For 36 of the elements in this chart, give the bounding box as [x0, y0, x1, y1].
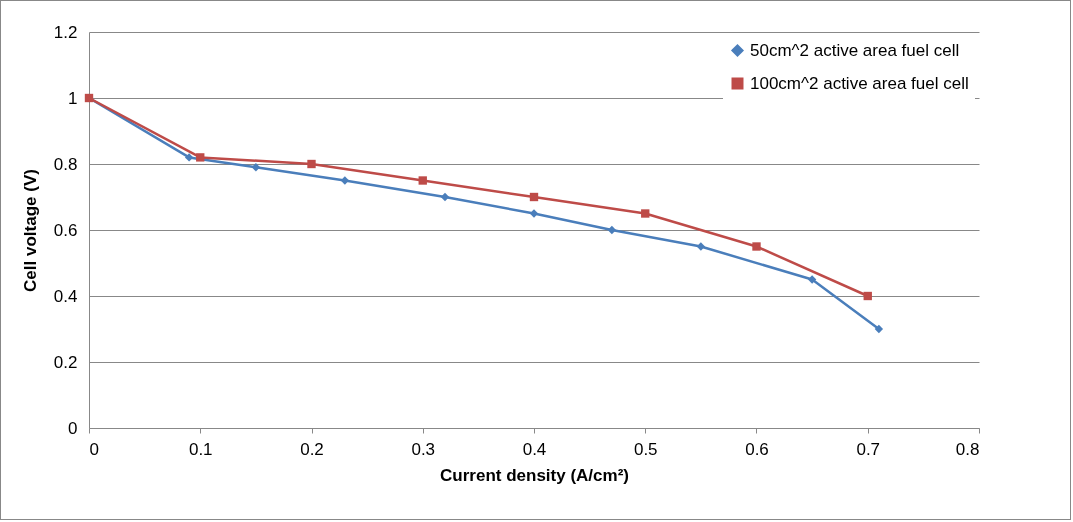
legend-label: 100cm^2 active area fuel cell [750, 73, 969, 93]
x-tick-label: 0.7 [856, 439, 881, 459]
x-axis-title: Current density (A/cm²) [440, 465, 629, 485]
y-tick-label: 0.4 [53, 286, 78, 306]
x-tick-label: 0.1 [188, 439, 213, 459]
legend-label: 50cm^2 active area fuel cell [750, 40, 960, 60]
y-tick-label: 0.6 [53, 220, 78, 240]
point [418, 176, 427, 185]
y-axis-title: Cell voltage (V) [20, 169, 40, 292]
x-tick-label: 0.4 [522, 439, 547, 459]
y-tick-label: 0.8 [53, 154, 78, 174]
point [340, 176, 350, 185]
point [874, 324, 884, 334]
point [307, 159, 316, 169]
x-tick-label: 0.3 [411, 439, 436, 459]
point [529, 192, 539, 202]
x-tick-label: 0.2 [300, 439, 324, 459]
y-tick-label: 0.2 [53, 352, 78, 372]
x-tick-label: 0.8 [955, 439, 980, 459]
point [752, 242, 761, 251]
point [251, 163, 261, 172]
x-tick-label: 0.6 [745, 439, 769, 459]
point [696, 242, 706, 251]
y-tick-label: 1 [68, 88, 78, 108]
point [807, 275, 817, 284]
y-tick-label: 0 [68, 418, 78, 438]
point [529, 209, 539, 218]
point [196, 153, 205, 162]
point [440, 192, 450, 202]
x-tick-label: 0 [89, 439, 99, 459]
point [641, 209, 650, 218]
point [863, 291, 872, 301]
point [607, 225, 617, 235]
x-tick-label: 0.5 [633, 439, 658, 459]
y-tick-label: 1.2 [53, 22, 78, 42]
point [184, 153, 194, 162]
